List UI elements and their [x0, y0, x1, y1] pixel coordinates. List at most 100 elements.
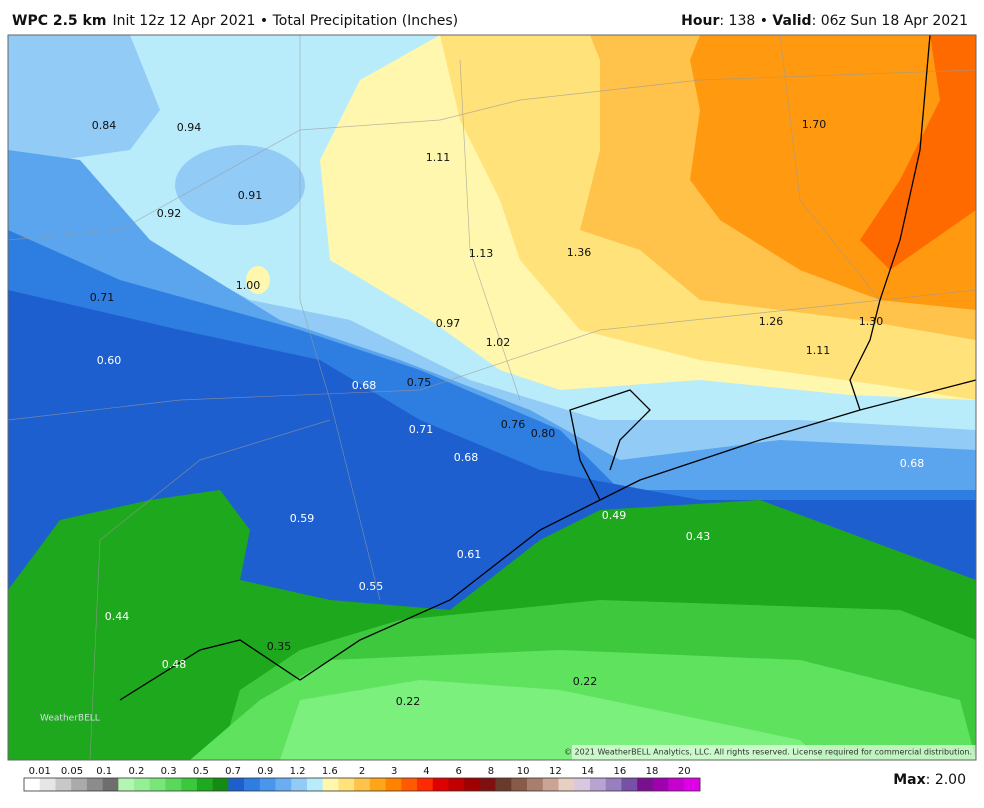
colorbar-swatch [228, 778, 245, 791]
precip-label: 1.36 [567, 246, 592, 259]
colorbar-label: 12 [549, 766, 562, 777]
model: WPC 2.5 km [12, 13, 106, 29]
colorbar-swatch [306, 778, 323, 791]
colorbar-swatch [542, 778, 559, 791]
precip-label: 0.55 [359, 580, 384, 593]
colorbar-swatch [527, 778, 544, 791]
colorbar-label: 2 [359, 766, 365, 777]
colorbar-label: 0.5 [193, 766, 209, 777]
colorbar-swatch [291, 778, 308, 791]
colorbar: 0.01 0.05 0.1 0.2 0.3 0.5 0.7 0.9 1.2 1.6 2 3 4 6 8 10 1… [23, 766, 701, 792]
colorbar-label: 0.01 [29, 766, 51, 777]
colorbar-label: 14 [581, 766, 594, 777]
precip-label: 1.11 [426, 151, 451, 164]
colorbar-swatch [574, 778, 591, 791]
valid: : 06z Sun 18 Apr 2021 [812, 13, 968, 29]
colorbar-swatch [621, 778, 638, 791]
colorbar-swatch [196, 778, 213, 791]
max: Max: 2.00 [893, 772, 966, 788]
colorbar-label: 18 [646, 766, 659, 777]
colorbar-swatch [86, 778, 103, 791]
precip-label: 0.97 [436, 317, 461, 330]
precip-label: 0.68 [454, 451, 479, 464]
map: WeatherBELL © 2021 WeatherBELL Analytics… [8, 35, 976, 760]
colorbar-swatch [338, 778, 355, 791]
colorbar-swatch [149, 778, 166, 791]
precip-label: 0.80 [531, 427, 556, 440]
precip-label: 0.61 [457, 548, 482, 561]
precip-label: 1.02 [486, 336, 511, 349]
colorbar-swatch [464, 778, 481, 791]
colorbar-label: 16 [613, 766, 626, 777]
precip-label: 0.68 [352, 379, 377, 392]
precip-label: 0.35 [267, 640, 292, 653]
colorbar-swatch [668, 778, 685, 791]
colorbar-swatch [479, 778, 496, 791]
precip-label: 0.68 [900, 457, 925, 470]
colorbar-swatch [275, 778, 292, 791]
colorbar-swatch [102, 778, 119, 791]
colorbar-swatch [354, 778, 371, 791]
precip-label: 0.43 [686, 530, 711, 543]
colorbar-swatch [55, 778, 72, 791]
colorbar-label: 1.6 [322, 766, 338, 777]
colorbar-swatch [605, 778, 622, 791]
colorbar-swatch [134, 778, 151, 791]
precip-label: 1.11 [806, 344, 831, 357]
colorbar-swatch [495, 778, 512, 791]
colorbar-swatch [322, 778, 339, 791]
colorbar-label: 6 [455, 766, 461, 777]
colorbar-label: 3 [391, 766, 397, 777]
precip-label: 0.60 [97, 354, 122, 367]
colorbar-label: 0.9 [257, 766, 273, 777]
colorbar-swatch [244, 778, 261, 791]
precip-label: 0.44 [105, 610, 130, 623]
colorbar-swatch [589, 778, 606, 791]
precip-label: 1.00 [236, 279, 261, 292]
hour: : 138 • [719, 13, 772, 29]
colorbar-label: 0.7 [225, 766, 241, 777]
max-value: : 2.00 [926, 772, 966, 788]
colorbar-swatch [558, 778, 575, 791]
colorbar-label: 4 [423, 766, 429, 777]
colorbar-swatch [637, 778, 654, 791]
colorbar-swatch [448, 778, 465, 791]
precip-label: 0.92 [157, 207, 182, 220]
colorbar-label: 8 [488, 766, 494, 777]
colorbar-swatch [511, 778, 528, 791]
header-right: Hour: 138 • Valid: 06z Sun 18 Apr 2021 [681, 13, 968, 29]
precip-label: 0.22 [573, 675, 598, 688]
precip-label: 0.75 [407, 376, 432, 389]
colorbar-swatch [417, 778, 434, 791]
precip-label: 1.30 [859, 315, 884, 328]
colorbar-swatch [181, 778, 198, 791]
colorbar-swatch [259, 778, 276, 791]
colorbar-swatch [212, 778, 229, 791]
colorbar-swatch [71, 778, 88, 791]
precip-label: 0.76 [501, 418, 526, 431]
precip-label: 1.26 [759, 315, 784, 328]
copyright: © 2021 WeatherBELL Analytics, LLC. All r… [564, 748, 972, 757]
colorbar-label: 0.1 [96, 766, 112, 777]
hour-label: Hour [681, 13, 719, 29]
colorbar-label: 0.2 [128, 766, 144, 777]
colorbar-swatch [165, 778, 182, 791]
colorbar-label: 0.05 [61, 766, 83, 777]
precip-label: 0.71 [90, 291, 115, 304]
max-label: Max [893, 772, 925, 788]
colorbar-swatch [401, 778, 418, 791]
precip-label: 0.49 [602, 509, 627, 522]
colorbar-swatch [652, 778, 669, 791]
colorbar-swatch [118, 778, 135, 791]
colorbar-swatch [432, 778, 449, 791]
precip-label: 0.59 [290, 512, 315, 525]
precip-label: 1.13 [469, 247, 494, 260]
logo: WeatherBELL [40, 714, 100, 724]
precip-label: 0.84 [92, 119, 117, 132]
colorbar-swatch [684, 778, 701, 791]
header-left: WPC 2.5 km Init 12z 12 Apr 2021 • Total P… [12, 13, 458, 29]
precip-label: 0.22 [396, 695, 421, 708]
colorbar-frame [23, 777, 701, 792]
colorbar-swatch [39, 778, 56, 791]
